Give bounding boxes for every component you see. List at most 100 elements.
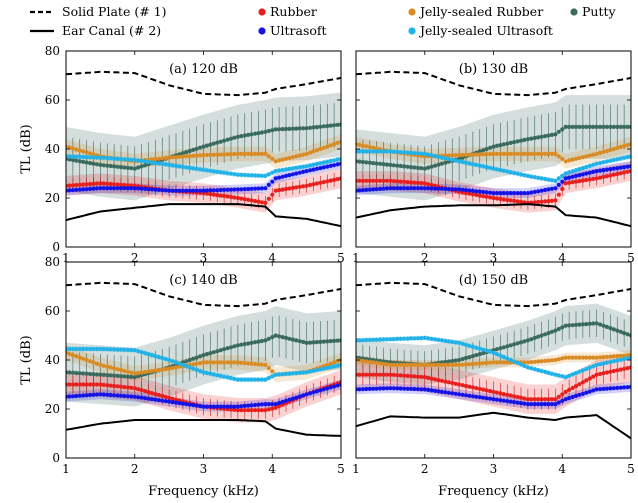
data-point (215, 349, 220, 354)
data-point (470, 192, 475, 197)
data-point (173, 365, 179, 370)
data-point (584, 124, 589, 129)
data-point (246, 361, 251, 366)
data-point (249, 377, 254, 382)
data-point (374, 386, 379, 391)
data-point (467, 343, 472, 348)
data-point (402, 186, 407, 191)
data-point (266, 366, 271, 371)
data-point (180, 188, 185, 193)
data-point (625, 366, 630, 371)
data-point (501, 142, 506, 147)
data-point (604, 124, 610, 129)
data-point (608, 167, 613, 172)
data-point (259, 130, 264, 135)
data-point (543, 199, 548, 204)
data-point (511, 342, 517, 347)
data-point (228, 404, 234, 409)
data-point (273, 333, 278, 338)
data-point (415, 186, 420, 191)
data-point (580, 166, 586, 171)
data-point (273, 159, 278, 164)
data-point (204, 360, 209, 365)
data-point (539, 359, 544, 364)
data-point (67, 394, 72, 399)
data-point (518, 199, 524, 204)
data-point (498, 191, 503, 196)
data-point (239, 187, 244, 192)
data-point (108, 181, 113, 187)
data-point (153, 392, 158, 397)
data-point (294, 395, 299, 400)
data-point (384, 162, 389, 167)
data-point (191, 362, 196, 367)
data-point (239, 196, 244, 201)
data-point (601, 124, 606, 129)
data-point (587, 170, 592, 175)
data-point (388, 372, 393, 377)
data-point (625, 356, 630, 361)
data-point (364, 178, 369, 183)
data-point (443, 379, 448, 384)
data-point (529, 190, 534, 195)
data-point (395, 163, 400, 168)
data-point (367, 372, 372, 377)
data-point (297, 170, 302, 175)
data-point (122, 165, 127, 170)
data-point (204, 404, 209, 409)
data-point (228, 376, 234, 381)
data-point (426, 152, 431, 157)
data-point (325, 179, 330, 184)
data-point (446, 359, 451, 364)
data-point (314, 389, 319, 394)
data-point (304, 151, 309, 156)
data-point (112, 373, 117, 378)
data-point (208, 142, 213, 147)
data-point (308, 340, 313, 345)
data-point (266, 182, 271, 187)
data-point (543, 151, 548, 156)
data-point (263, 200, 268, 205)
data-point (553, 402, 558, 407)
data-point (488, 151, 493, 157)
data-point (228, 171, 234, 176)
data-point (529, 151, 534, 156)
data-point (143, 186, 148, 191)
data-point (201, 353, 206, 358)
data-point (381, 386, 386, 391)
data-point (314, 125, 319, 130)
data-point (173, 360, 179, 365)
data-point (422, 335, 427, 340)
data-point (518, 138, 524, 143)
data-point (501, 197, 506, 202)
data-point (160, 398, 165, 403)
data-point (371, 360, 376, 365)
data-point (332, 158, 337, 163)
data-point (232, 195, 237, 200)
data-point (494, 196, 499, 201)
data-point (215, 404, 220, 409)
data-point (567, 158, 572, 163)
data-point (91, 161, 96, 166)
data-point (70, 353, 75, 358)
data-point (201, 167, 206, 172)
data-point (143, 389, 148, 394)
data-point (553, 186, 558, 191)
y-tick-label: 40 (45, 142, 60, 156)
data-point (426, 186, 431, 191)
x-axis-title: Frequency (kHz) (148, 484, 259, 499)
data-point (577, 173, 582, 178)
data-point (132, 157, 137, 163)
data-point (508, 343, 513, 348)
data-point (98, 181, 103, 186)
data-point (335, 177, 340, 182)
data-point (567, 355, 572, 360)
data-point (539, 333, 544, 338)
data-point (457, 153, 462, 158)
data-point (215, 140, 220, 145)
data-point (149, 353, 154, 358)
data-point (184, 402, 189, 407)
data-point (433, 362, 438, 367)
data-point (290, 126, 295, 131)
data-point (470, 152, 475, 157)
